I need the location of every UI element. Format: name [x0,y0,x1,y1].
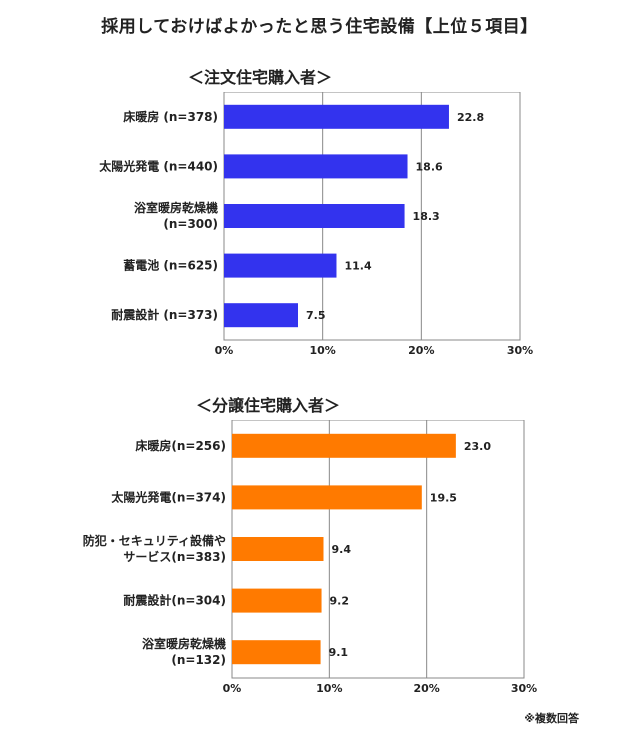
x-tick-label: 10% [316,682,342,695]
x-tick-label: 20% [408,344,434,357]
chart-title-custom-home: ＜注文住宅購入者＞ [188,68,333,87]
data-label: 9.4 [331,543,351,556]
x-tick-label: 10% [309,344,335,357]
data-label: 18.6 [416,160,443,173]
category-label: サービス(n=383) [123,549,226,564]
category-label: 太陽光発電 (n=440) [99,158,218,173]
bar-chart-built-for-sale: 0% 10% 20% 30% 23.0 床暖房(n=256) 19.5 太陽光発電(n=374… [83,420,537,695]
chart-built-for-sale: 0% 10% 20% 30% 23.0 床暖房(n=256) 19.5 太陽光発電(n=374… [0,420,639,700]
bar [224,303,298,328]
chart-custom-home: 0% 10% 20% 30% 22.8 床暖房 (n=378) 18.6 太陽光発電 (n=4… [0,92,639,362]
data-label: 9.2 [330,595,350,608]
category-label: 床暖房(n=256) [135,438,226,453]
x-tick-label: 0% [223,682,242,695]
data-label: 11.4 [344,260,371,273]
data-label: 18.3 [413,210,440,223]
bar [224,104,449,129]
bar [232,640,321,665]
x-tick-label: 20% [413,682,439,695]
bar [224,154,408,179]
data-label: 22.8 [457,111,484,124]
category-label: (n=300) [163,217,218,231]
category-label: 浴室暖房乾燥機 [134,200,218,215]
data-label: 19.5 [430,491,457,504]
bar [232,588,322,613]
category-label: (n=132) [171,653,226,667]
category-label: 浴室暖房乾燥機 [142,636,226,651]
data-label: 7.5 [306,309,326,322]
footnote: ※複数回答 [524,712,579,725]
bar [232,433,456,458]
bar [232,485,422,510]
category-label: 耐震設計(n=304) [123,593,226,608]
category-label: 床暖房 (n=378) [123,109,218,124]
x-tick-label: 0% [215,344,234,357]
category-label: 防犯・セキュリティ設備や [83,533,226,548]
x-tick-label: 30% [511,682,537,695]
bar [224,253,337,278]
category-label: 太陽光発電(n=374) [111,489,226,504]
chart-title-built-for-sale: ＜分譲住宅購入者＞ [196,396,341,415]
bar [232,537,324,561]
category-label: 耐震設計 (n=373) [111,307,218,322]
data-label: 9.1 [329,646,349,659]
data-label: 23.0 [464,440,491,453]
bar-chart-custom-home: 0% 10% 20% 30% 22.8 床暖房 (n=378) 18.6 太陽光発電 (n=4… [99,92,533,357]
category-label: 蓄電池 (n=625) [123,258,218,273]
x-tick-label: 30% [507,344,533,357]
page-title: 採用しておけばよかったと思う住宅設備【上位５項目】 [101,17,538,37]
bar [224,204,405,228]
